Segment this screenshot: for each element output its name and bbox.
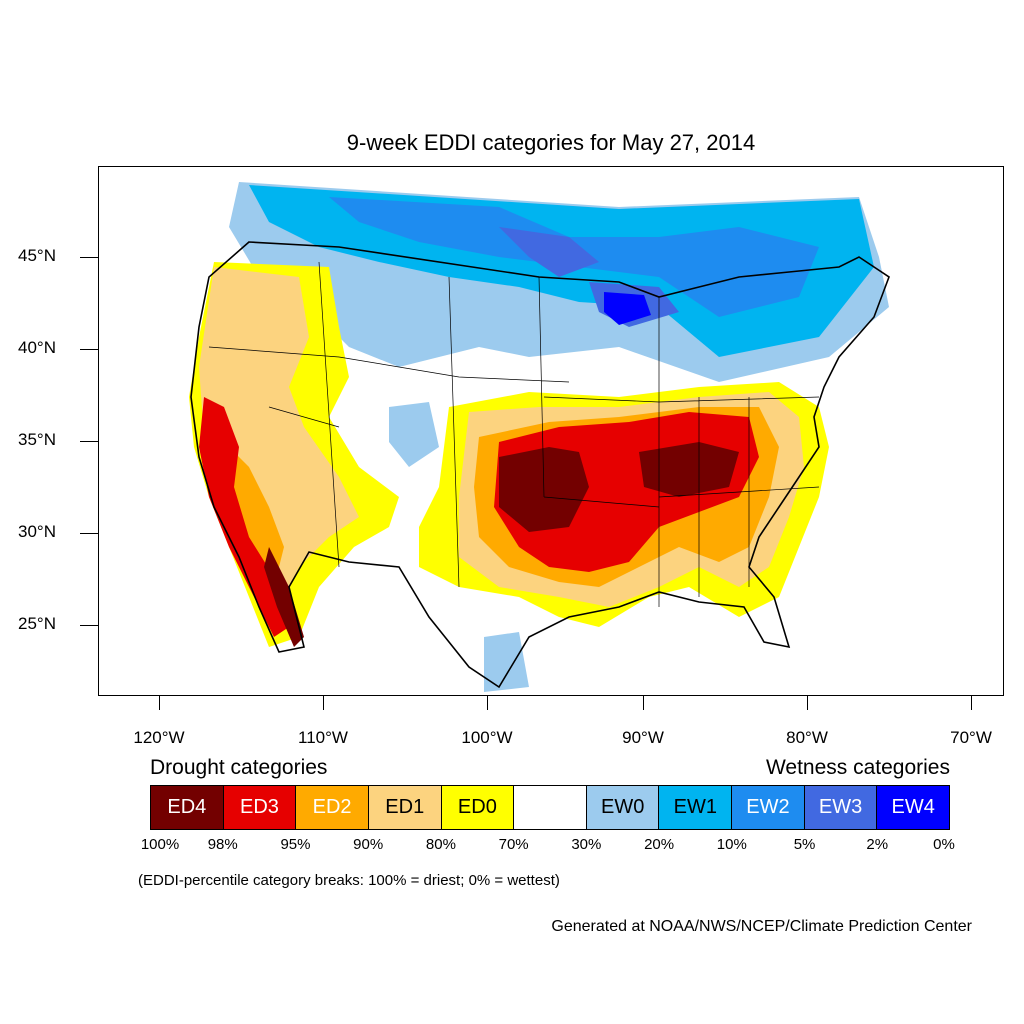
category-break-note: (EDDI-percentile category breaks: 100% =… [138, 872, 560, 889]
lat-label-40n: 40°N [18, 338, 56, 357]
percentile-label: 0% [933, 836, 955, 853]
percentile-label: 5% [793, 836, 816, 853]
wet-zone-ew4 [604, 292, 651, 325]
state-lines [208, 261, 820, 607]
lat-label-25n: 25°N [18, 614, 56, 633]
dry-zone-ed3 [199, 397, 759, 637]
percentile-label: 98% [207, 836, 238, 853]
eddi-map [98, 166, 1004, 696]
drought-categories-heading: Drought categories [150, 756, 328, 779]
legend-cell-ew0: EW0 [586, 786, 660, 829]
credit-line: Generated at NOAA/NWS/NCEP/Climate Predi… [551, 918, 972, 935]
lon-tick [323, 696, 324, 710]
lat-tick [80, 349, 98, 350]
lon-tick [487, 696, 488, 710]
lon-tick [807, 696, 808, 710]
legend-cell-ed4: ED4 [151, 786, 224, 829]
legend-cell-ed1: ED1 [368, 786, 442, 829]
legend-cell-ew3: EW3 [804, 786, 878, 829]
percentile-label: 2% [866, 836, 889, 853]
lon-label-120w: 120°W [133, 728, 185, 747]
legend-cell-ew2: EW2 [732, 786, 805, 829]
lon-tick [159, 696, 160, 710]
legend-cell-ed0: ED0 [441, 786, 515, 829]
wet-patch-southwest [389, 402, 529, 692]
percentile-label: 30% [571, 836, 602, 853]
lat-label-35n: 35°N [18, 430, 56, 449]
dry-zone-ed4 [264, 442, 739, 647]
lat-tick [80, 257, 98, 258]
wetness-categories-heading: Wetness categories [765, 756, 950, 779]
legend-cell-ed2: ED2 [296, 786, 369, 829]
map-canvas [189, 182, 890, 692]
lon-tick [971, 696, 972, 710]
legend-cell-neutral [514, 786, 587, 829]
map-title: 9-week EDDI categories for May 27, 2014 [346, 130, 756, 155]
percentile-label: 20% [644, 836, 675, 853]
lon-label-100w: 100°W [461, 728, 513, 747]
lat-tick [80, 625, 98, 626]
percentile-label: 100% [140, 836, 180, 853]
percentile-label: 90% [353, 836, 384, 853]
percentile-label: 80% [425, 836, 456, 853]
conus-outline [190, 241, 890, 689]
lon-tick [643, 696, 644, 710]
lon-label-110w: 110°W [298, 728, 348, 747]
legend-cell-ew4: EW4 [877, 786, 950, 829]
lon-label-70w: 70°W [950, 728, 992, 747]
percentile-label: 70% [498, 836, 529, 853]
lat-tick [80, 441, 98, 442]
category-legend: ED4 ED3 ED2 ED1 ED0 EW0 EW1 EW2 EW3 EW4 [150, 785, 950, 830]
lon-label-90w: 90°W [622, 728, 664, 747]
legend-cell-ed3: ED3 [223, 786, 297, 829]
lat-label-30n: 30°N [18, 522, 56, 541]
lat-tick [80, 533, 98, 534]
lat-label-45n: 45°N [18, 246, 56, 265]
lon-label-80w: 80°W [786, 728, 828, 747]
percentile-label: 10% [716, 836, 747, 853]
legend-cell-ew1: EW1 [659, 786, 733, 829]
percentile-label: 95% [280, 836, 311, 853]
